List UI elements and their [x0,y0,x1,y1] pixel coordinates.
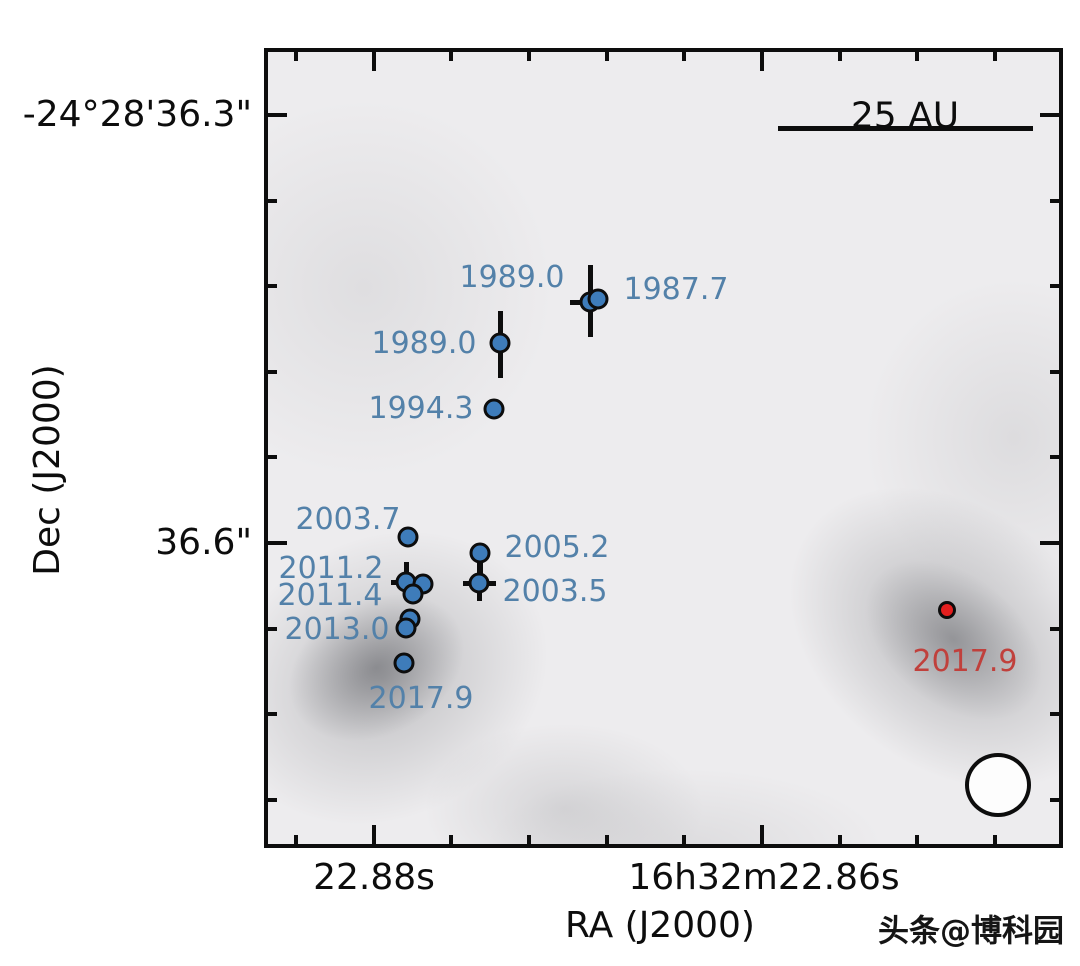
x-axis-tick [760,825,764,848]
x-axis-tick [915,835,919,848]
y-axis-tick [264,370,277,374]
x-axis-tick [993,835,997,848]
epoch-label-2005.2: 2005.2 [504,530,610,565]
y-tick-label-dec-36.6: 36.6" [155,522,252,563]
x-axis-tick [760,48,764,71]
watermark-text: 头条@博科园 [878,913,1064,950]
x-axis-tick [838,835,842,848]
x-axis-tick [294,835,298,848]
epoch-label-2011.2: 2011.2 [278,551,384,586]
y-axis-tick [264,798,277,802]
epoch-point-2003.7 [397,526,419,548]
epoch-point-2017.9 [393,652,415,674]
beam-ellipse [965,753,1031,817]
x-axis-tick [838,48,842,61]
scale-bar-line [778,126,1033,131]
x-axis-tick [294,48,298,61]
continuum-emission-blob-righttop-faint [864,278,1063,598]
plot-area: 1989.0 1987.7 1989.0 1994.3 2003.7 2005.2 2003… [264,48,1063,848]
epoch-point-2017.9 [938,601,956,619]
epoch-point-2003.5 [468,572,490,594]
x-axis-tick [449,48,453,61]
x-tick-label-ra-22.86s: 16h32m22.86s [628,857,900,898]
x-axis-tick [605,48,609,61]
continuum-emission-blob-bottom-faint [424,723,704,848]
x-axis-tick [527,835,531,848]
y-axis-tick [1050,284,1063,288]
x-axis-tick [682,48,686,61]
x-axis-title: RA (J2000) [565,905,755,946]
epoch-label-2013.0: 2013.0 [284,612,390,647]
x-axis-tick [682,835,686,848]
y-axis-tick [264,199,277,203]
epoch-label-2003.5: 2003.5 [502,574,608,609]
epoch-label-2011.4: 2011.4 [277,578,383,613]
y-axis-tick [1040,113,1063,117]
y-axis-tick [264,284,277,288]
x-axis-tick [449,835,453,848]
y-axis-tick [264,627,277,631]
epoch-point-1987.7 [587,288,609,310]
x-axis-tick [527,48,531,61]
y-axis-title: Dec (J2000) [27,364,68,576]
y-axis-tick [1050,199,1063,203]
y-axis-tick [264,113,287,117]
y-axis-tick [1050,455,1063,459]
epoch-point-1989.0 [489,332,511,354]
y-axis-tick [1050,798,1063,802]
continuum-emission-blob-upperleft-faint [264,98,554,478]
x-axis-tick [915,48,919,61]
epoch-label-1994.3: 1994.3 [368,391,474,426]
y-axis-tick [1050,712,1063,716]
x-axis-tick [372,48,376,71]
continuum-emission-blob-bottomcenter-faint [484,768,884,848]
x-tick-label-ra-22.88s: 22.88s [313,857,435,898]
x-axis-tick [993,48,997,61]
y-axis-tick [264,455,277,459]
y-axis-tick [1050,370,1063,374]
epoch-label-1989.0: 1989.0 [371,326,477,361]
epoch-point-2013.0 [395,617,417,639]
epoch-label-1987.7: 1987.7 [623,272,729,307]
epoch-point-2005.2 [469,542,491,564]
y-axis-tick [264,541,287,545]
x-axis-tick [372,825,376,848]
epoch-label-1989.0: 1989.0 [459,260,565,295]
y-tick-label-dec-36.3: -24°28'36.3" [22,94,252,135]
y-axis-tick [1040,541,1063,545]
scale-bar-label: 25 AU [850,95,960,137]
x-axis-tick [605,835,609,848]
y-axis-tick [264,712,277,716]
epoch-point-1994.3 [483,398,505,420]
y-axis-tick [1050,627,1063,631]
epoch-label-2003.7: 2003.7 [295,502,401,537]
epoch-point-2011.4 [402,583,424,605]
epoch-label-2017.9: 2017.9 [368,681,474,716]
epoch-label-2017.9: 2017.9 [912,644,1018,679]
